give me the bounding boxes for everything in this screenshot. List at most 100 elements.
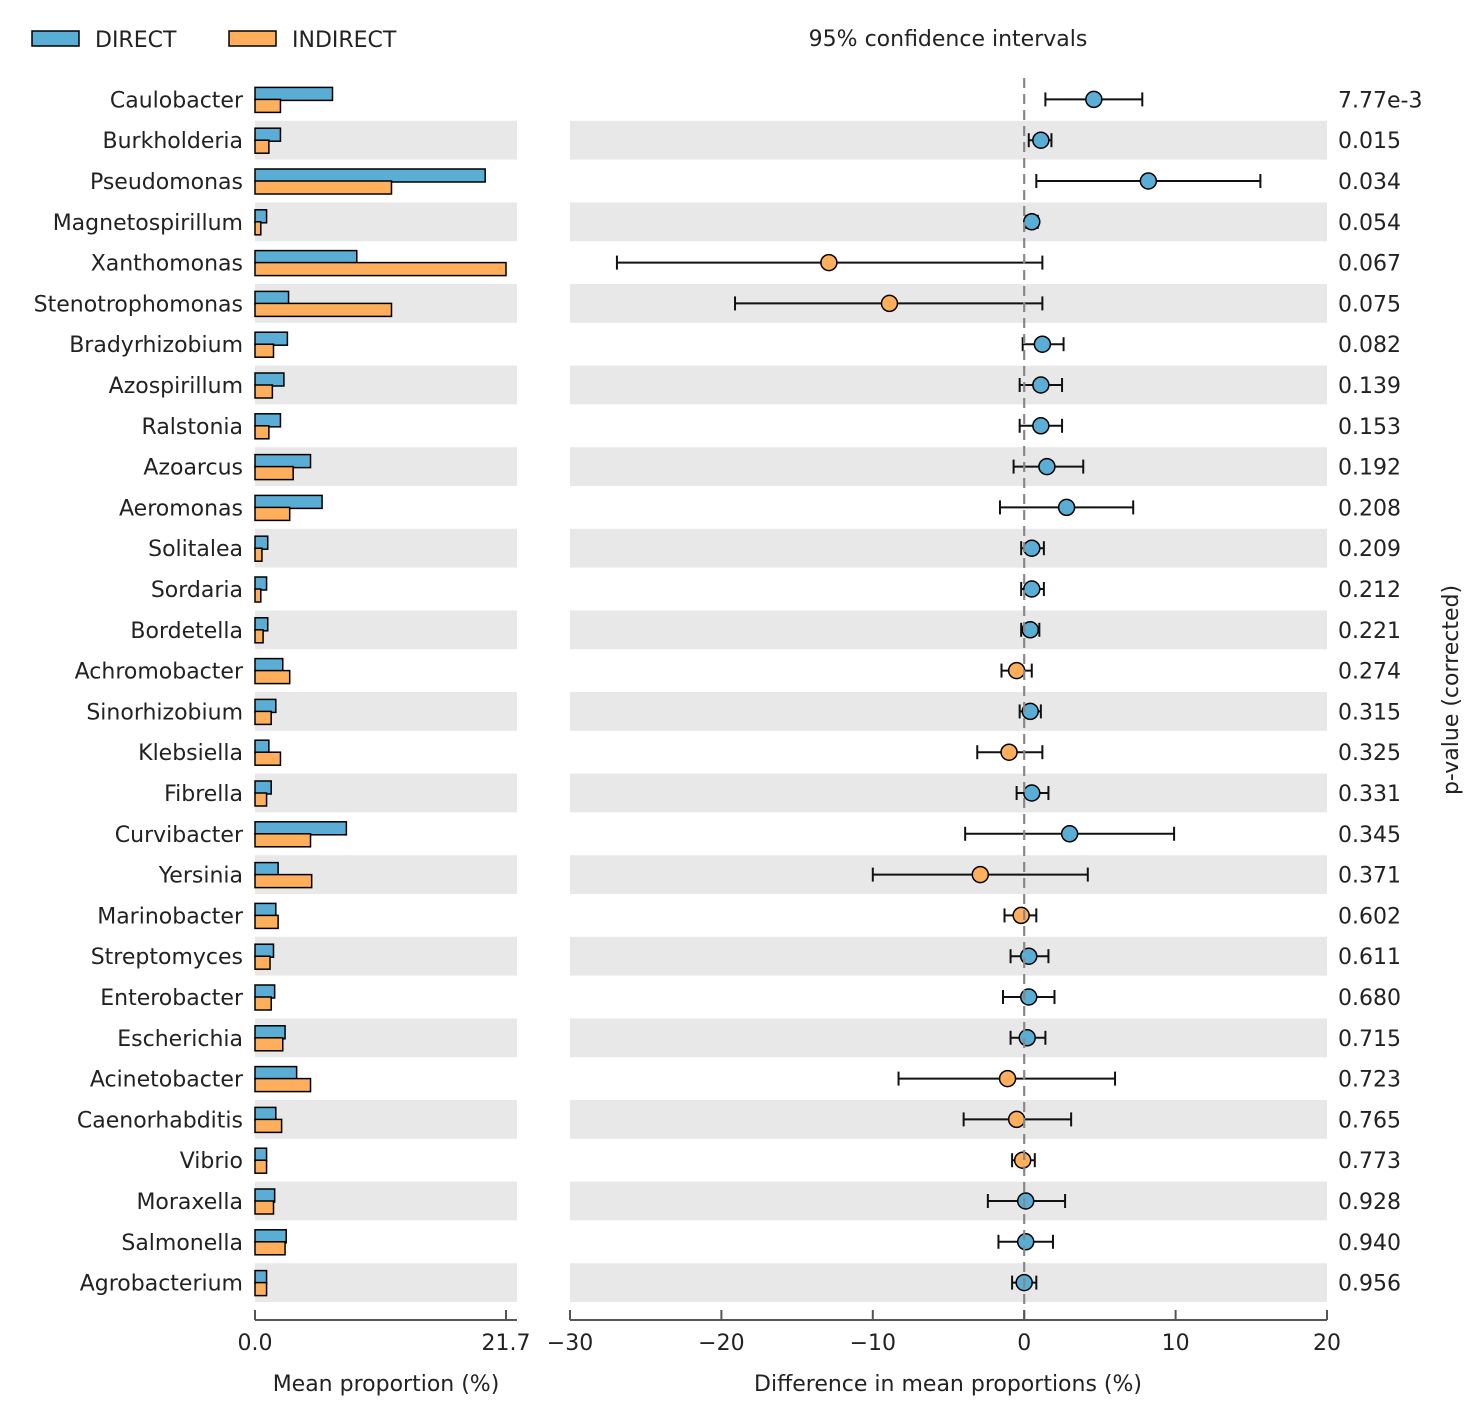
bar-indirect [254,996,272,1011]
category-label: Caulobacter [110,88,244,113]
bar-direct [254,86,334,102]
bar-indirect [254,384,274,399]
row-band-right [570,773,1327,813]
p-value-label: 0.015 [1338,129,1401,154]
category-label: Fibrella [164,782,243,807]
row-band-left [255,1018,517,1058]
ci-mean-point [1013,1151,1032,1169]
category-label: Sordaria [151,578,243,603]
row-band-right [570,936,1327,976]
p-value-label: 0.075 [1338,292,1401,317]
right-y-axis-label: p-value (corrected) [1439,585,1464,795]
p-value-label: 0.723 [1338,1068,1401,1093]
bar-direct [254,1025,286,1040]
row-band-left [255,365,517,405]
row-band-left [255,1263,517,1302]
left-x-tick-label: 0.0 [238,1331,273,1356]
row-band-right [570,610,1327,650]
ci-mean-point [1032,376,1050,394]
bar-indirect [254,547,263,562]
bar-direct [254,535,269,550]
ci-mean-point [1021,621,1040,639]
bar-direct [254,1106,277,1122]
bar-indirect [254,343,275,358]
row-band-left [255,773,517,813]
p-value-label: 0.715 [1338,1027,1401,1052]
bar-indirect [254,833,312,848]
row-band-right [570,1100,1327,1139]
left-x-axis-label: Mean proportion (%) [273,1372,500,1397]
bar-indirect [254,1077,312,1093]
category-label: Escherichia [117,1027,243,1052]
category-label: Solitalea [148,537,243,562]
row-band-left [255,1100,517,1139]
p-value-label: 0.928 [1338,1190,1401,1215]
bar-direct [254,1188,276,1203]
ci-mean-point [820,253,838,272]
axes: 0.0 21.7 −30 −20 −10 0 10 20 [238,78,1341,1356]
bar-indirect [254,1200,275,1215]
p-value-label: 0.153 [1338,415,1401,440]
category-label: Curvibacter [115,823,244,848]
bar-indirect [254,1281,268,1297]
bar-indirect [254,955,271,970]
bar-indirect [254,1037,284,1052]
right-x-tick-label: 0 [1017,1331,1031,1356]
p-value-label: 0.611 [1338,945,1401,970]
row-band-right [570,1181,1327,1221]
p-value-label: 0.371 [1338,864,1401,889]
category-label: Pseudomonas [90,170,243,195]
category-label: Achromobacter [75,660,244,685]
bar-direct [254,902,277,918]
ci-mean-point [1032,417,1050,435]
row-band-left [255,528,517,568]
legend-swatch-indirect [228,30,277,47]
p-value-label: 0.956 [1338,1272,1401,1297]
right-x-tick-label: −30 [547,1331,593,1356]
category-label: Marinobacter [97,904,244,929]
category-label: Stenotrophomonas [34,292,243,317]
bar-direct [254,617,269,632]
bar-indirect [254,1241,286,1256]
ci-mean-point [971,865,990,884]
category-label: Acinetobacter [90,1068,244,1093]
bar-indirect [254,506,291,522]
p-value-label: 0.139 [1338,374,1401,399]
category-label: Magnetospirillum [53,211,243,236]
ci-mean-point [1038,457,1056,476]
row-band-left [255,936,517,976]
p-value-label: 0.602 [1338,904,1401,929]
ci-mean-point [1057,498,1076,517]
bar-direct [254,698,277,714]
row-bands [255,120,1327,1302]
bar-indirect [254,98,282,114]
bar-indirect [254,914,279,930]
ci-mean-point [1023,539,1041,557]
left-x-tick-label: 21.7 [482,1331,531,1356]
ci-mean-point [1016,1233,1035,1251]
bar-indirect [254,465,294,481]
bar-direct [254,739,270,754]
category-label: Burkholderia [103,129,243,154]
p-value-label: 0.345 [1338,823,1401,848]
row-band-left [255,692,517,731]
category-label: Agrobacterium [80,1272,243,1297]
category-label: Yersinia [158,864,243,889]
p-value-label: 0.192 [1338,456,1401,481]
category-label: Moraxella [136,1190,243,1215]
bar-direct [254,1229,287,1244]
ci-mean-point [1021,702,1040,721]
ci-mean-point [1023,213,1041,231]
bar-direct [254,413,282,428]
category-label: Sinorhizobium [86,700,243,725]
row-band-right [570,120,1327,160]
bar-direct [254,943,275,958]
ci-mean-point [1023,784,1041,802]
bar-direct [254,1147,268,1162]
p-value-label: 0.325 [1338,741,1401,766]
ci-mean-point [1007,661,1026,680]
bar-indirect [254,629,264,644]
p-value-label: 0.773 [1338,1149,1401,1174]
bar-direct [254,1065,298,1081]
